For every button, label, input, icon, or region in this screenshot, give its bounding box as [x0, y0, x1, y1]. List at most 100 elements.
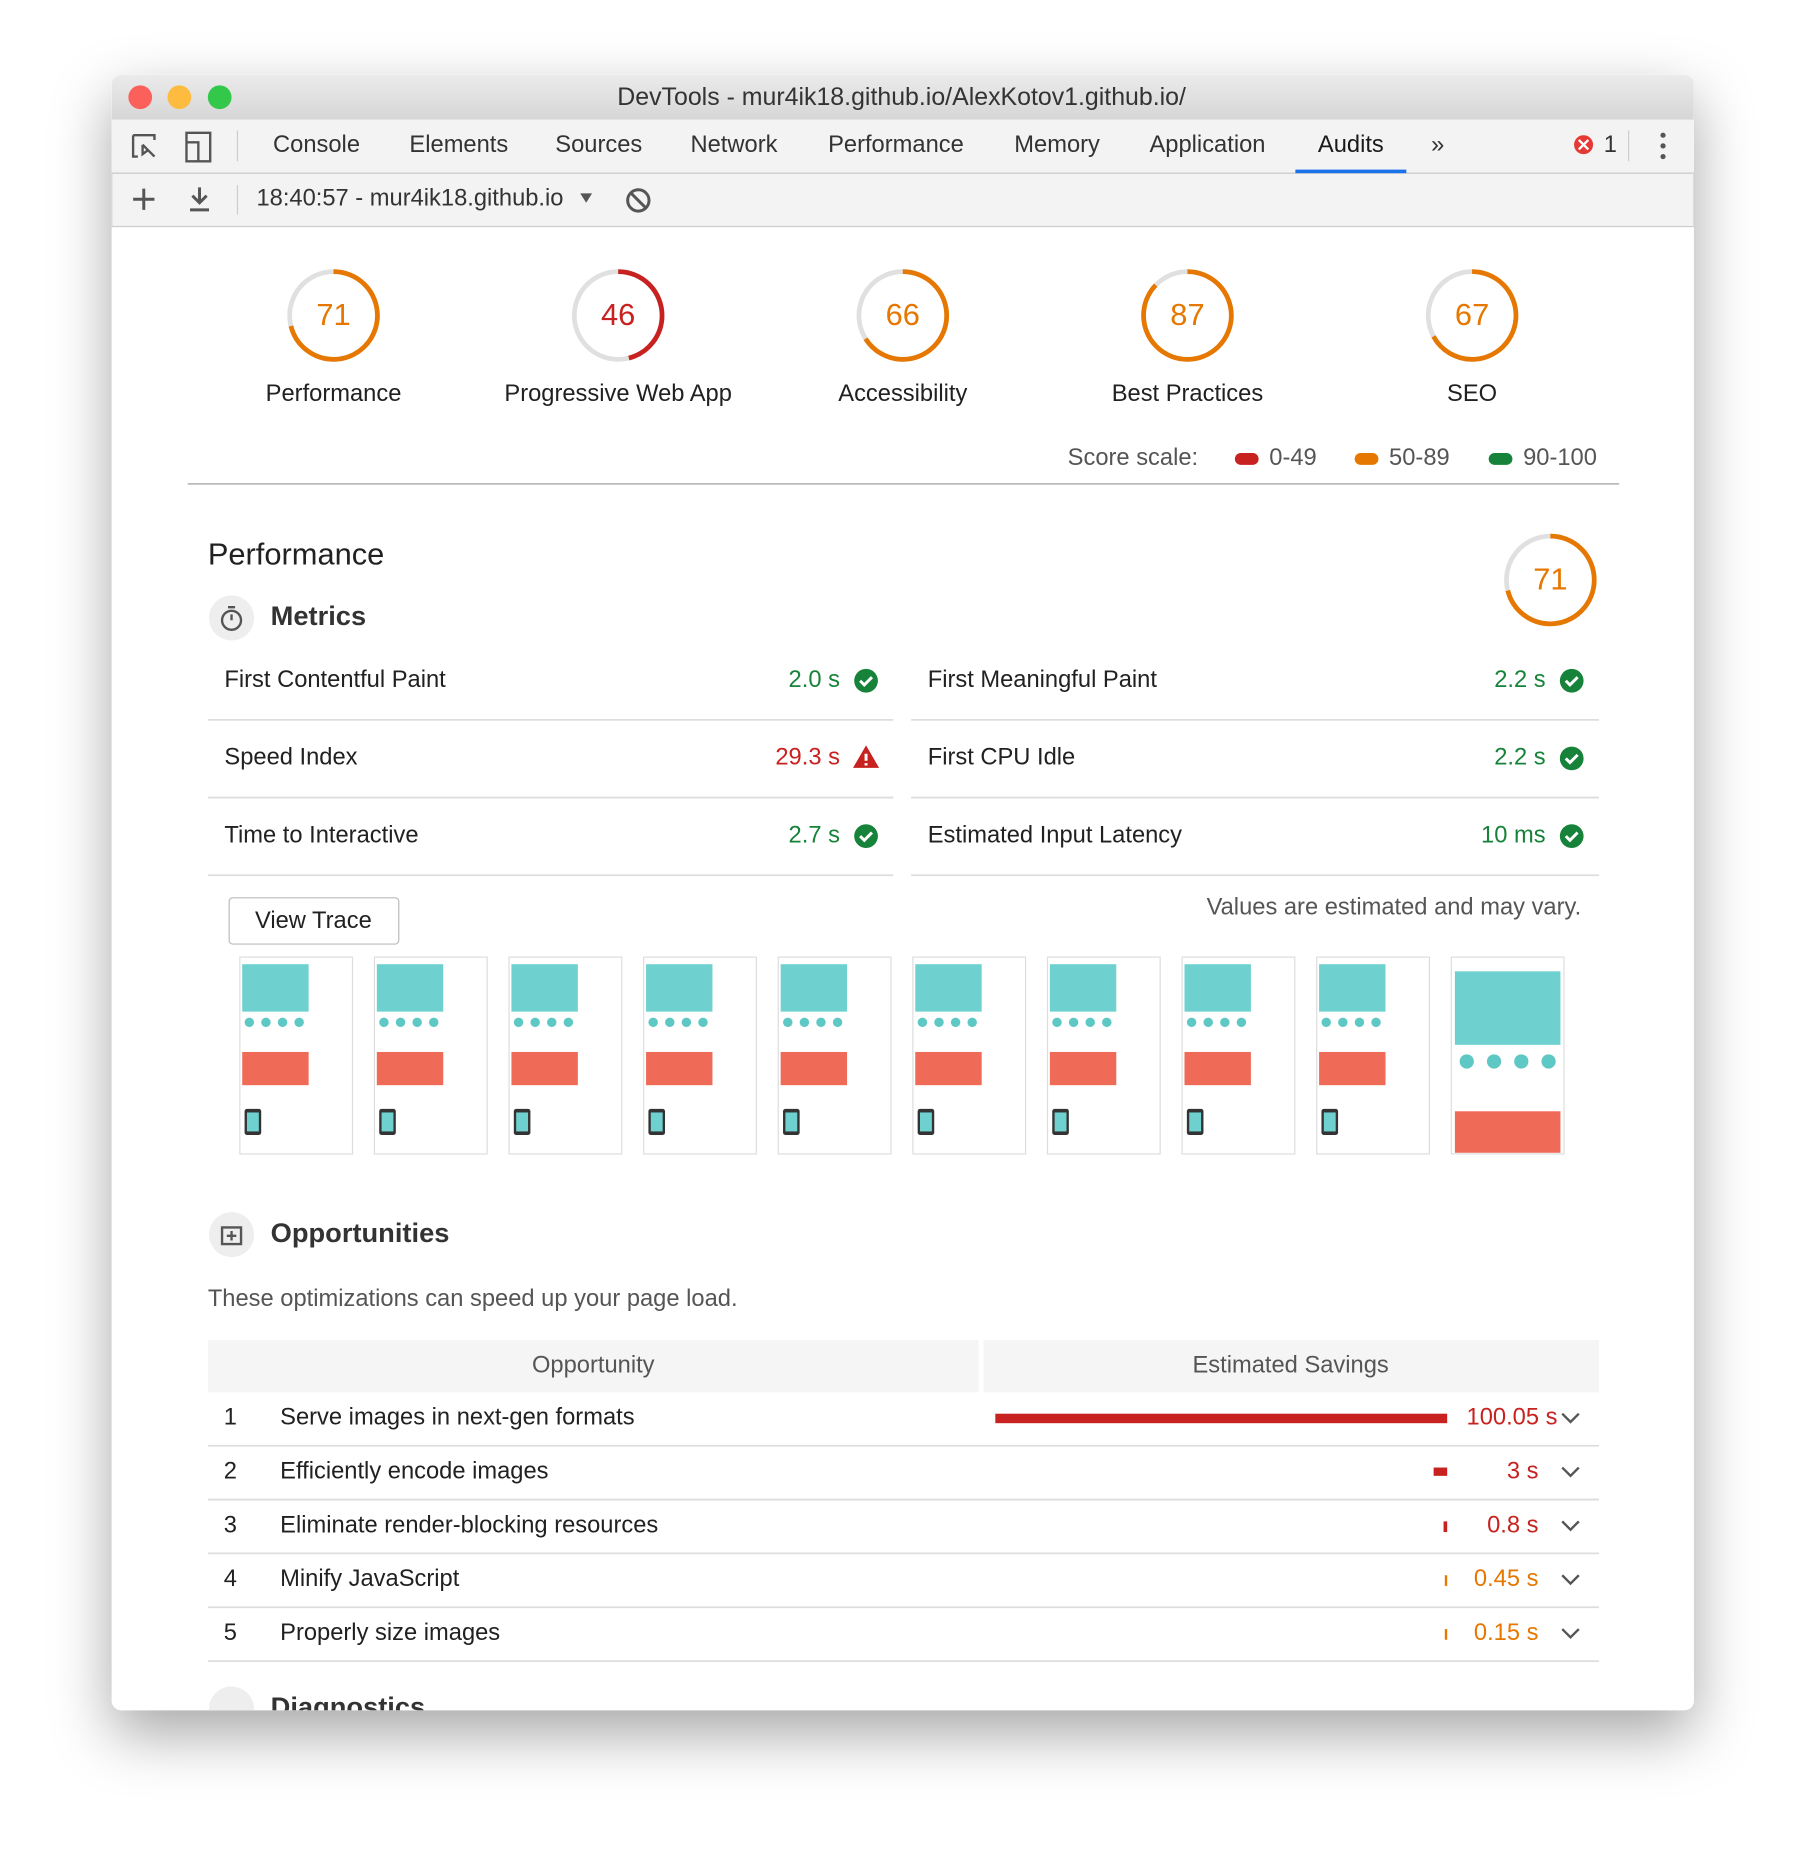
- gauge-label: Best Practices: [1112, 381, 1264, 407]
- frame-part: [1319, 964, 1386, 1012]
- frame-part: [412, 1017, 422, 1028]
- gauge-score: 71: [316, 297, 350, 332]
- frame-part: [1321, 1017, 1331, 1028]
- frame-part: [934, 1017, 944, 1028]
- tab[interactable]: Elements: [409, 132, 508, 158]
- score-scale-swatch: [1354, 453, 1379, 465]
- metric-label: Time to Interactive: [224, 822, 418, 848]
- clear-button[interactable]: [626, 188, 651, 213]
- expand-chevron[interactable]: [1561, 1412, 1580, 1424]
- frame-part: [547, 1017, 557, 1028]
- row-name: Eliminate render-blocking resources: [280, 1512, 658, 1538]
- frame-part: [294, 1017, 304, 1028]
- more-tabs[interactable]: »: [1431, 132, 1444, 158]
- frame-part: [376, 1051, 444, 1086]
- frame-part: [530, 1017, 540, 1028]
- frame-part: [780, 964, 848, 1012]
- row-index: 5: [224, 1620, 237, 1646]
- frame-part: [1085, 1017, 1095, 1028]
- frame-part: [1184, 1051, 1251, 1086]
- metric-value: 2.7 s: [789, 822, 840, 848]
- frame-part: [1541, 1054, 1556, 1069]
- frame-part: [1486, 1054, 1502, 1069]
- frame-part: [1354, 1017, 1365, 1028]
- pass-icon: [854, 824, 878, 848]
- metric-label: Estimated Input Latency: [928, 822, 1182, 848]
- inspect-icon[interactable]: [131, 134, 156, 158]
- tab[interactable]: Audits: [1318, 132, 1384, 158]
- frame-part: [816, 1017, 826, 1028]
- savings-bar: [1444, 1575, 1448, 1586]
- pass-icon: [1559, 668, 1584, 693]
- frame-part: [1102, 1017, 1112, 1028]
- frame-part: [1186, 1017, 1197, 1028]
- metric-value: 10 ms: [1481, 822, 1546, 848]
- section-title: Performance: [208, 536, 384, 571]
- frame-part: [277, 1017, 288, 1028]
- frame-part: [246, 1112, 259, 1132]
- tab[interactable]: Performance: [828, 132, 964, 158]
- savings-label: 0.8 s: [1487, 1512, 1538, 1538]
- frame-part: [1189, 1112, 1202, 1132]
- metric-label: First Meaningful Paint: [928, 667, 1158, 693]
- frame-part: [1203, 1017, 1213, 1028]
- frame-part: [1338, 1017, 1348, 1028]
- score-scale-label: 0-49: [1269, 445, 1316, 471]
- report-select[interactable]: 18:40:57 - mur4ik18.github.io: [256, 186, 563, 212]
- window-content: DevTools - mur4ik18.github.io/AlexKotov1…: [111, 74, 1694, 1711]
- savings-label: 0.45 s: [1474, 1566, 1539, 1592]
- gauge-label: SEO: [1447, 381, 1497, 407]
- frame-part: [681, 1017, 692, 1028]
- view-trace-button[interactable]: [228, 897, 400, 945]
- close-button[interactable]: [128, 85, 153, 110]
- new-audit[interactable]: [133, 188, 155, 210]
- metric-label: Speed Index: [224, 745, 357, 771]
- tab[interactable]: Memory: [1014, 132, 1100, 158]
- view-trace-label[interactable]: View Trace: [255, 908, 372, 934]
- error-count[interactable]: 1: [1604, 132, 1617, 158]
- pass-check: [1564, 676, 1579, 688]
- expand-chevron[interactable]: [1561, 1466, 1580, 1478]
- frame-part: [1049, 1051, 1117, 1086]
- frame-part: [381, 1112, 394, 1132]
- frame-part: [242, 1051, 309, 1086]
- frame-part: [379, 1017, 389, 1028]
- expand-chevron[interactable]: [1561, 1628, 1580, 1640]
- frame-part: [511, 964, 578, 1012]
- metric-value: 2.2 s: [1494, 745, 1545, 771]
- row-name: Serve images in next-gen formats: [280, 1405, 634, 1431]
- score-scale-title: Score scale:: [1068, 445, 1198, 471]
- tab[interactable]: Console: [273, 132, 360, 158]
- row-index: 3: [224, 1512, 237, 1538]
- frame-part: [783, 1017, 793, 1028]
- gauge-arc: [1425, 269, 1519, 362]
- frame-part: [1236, 1017, 1247, 1028]
- frame-part: [376, 964, 444, 1012]
- frame-part: [648, 1017, 658, 1028]
- device-icon[interactable]: [185, 131, 212, 163]
- expand-chevron[interactable]: [1561, 1520, 1580, 1532]
- frame-part: [646, 964, 713, 1012]
- tab[interactable]: Sources: [555, 132, 642, 158]
- frame-part: [563, 1017, 574, 1028]
- tab[interactable]: Application: [1149, 132, 1265, 158]
- frame-part: [1184, 964, 1251, 1012]
- frame-part: [1049, 964, 1117, 1012]
- tab[interactable]: Network: [691, 132, 778, 158]
- pass-icon: [854, 668, 878, 693]
- score-scale-label: 50-89: [1389, 445, 1450, 471]
- zoom-button[interactable]: [207, 85, 232, 110]
- frame-part: [646, 1051, 713, 1086]
- pass-icon: [1559, 746, 1584, 771]
- frame-part: [1459, 1054, 1474, 1069]
- score-scale-label: 90-100: [1523, 445, 1597, 471]
- menu-icon[interactable]: [1660, 153, 1666, 160]
- frame-part: [917, 1017, 928, 1028]
- download-report[interactable]: [190, 187, 210, 212]
- metric-value: 2.2 s: [1494, 667, 1545, 693]
- minimize-button[interactable]: [167, 85, 192, 110]
- gauge-label: Progressive Web App: [504, 381, 732, 407]
- metric-value: 2.0 s: [789, 667, 840, 693]
- expand-chevron[interactable]: [1561, 1574, 1580, 1586]
- gauge-arc: [1141, 269, 1234, 362]
